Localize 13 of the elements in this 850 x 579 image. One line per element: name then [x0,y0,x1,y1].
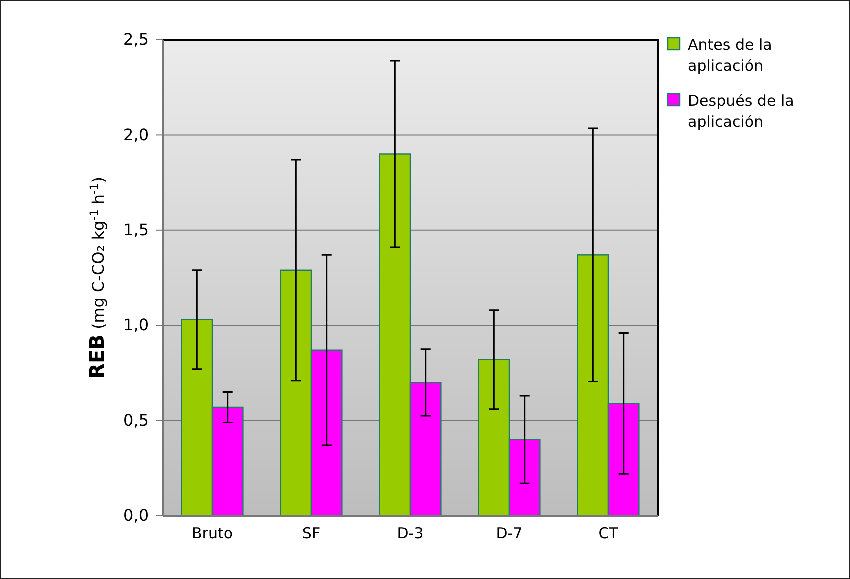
y-tick-label: 1,5 [124,220,149,240]
y-tick-label: 0,0 [124,506,149,526]
legend-label: Después de la aplicación [688,92,794,131]
x-tick-label: D-3 [397,524,424,542]
y-tick-label: 2,5 [124,30,149,50]
x-tick-label: Bruto [192,524,234,542]
y-tick-label: 1,0 [124,316,149,335]
legend-label: Antes de la aplicación [688,36,772,75]
y-tick-label: 2,0 [124,125,149,144]
y-tick-label: 0,5 [124,410,149,430]
x-tick-label: SF [302,524,321,542]
x-tick-label: D-7 [496,524,523,542]
x-tick-label: CT [598,524,620,542]
